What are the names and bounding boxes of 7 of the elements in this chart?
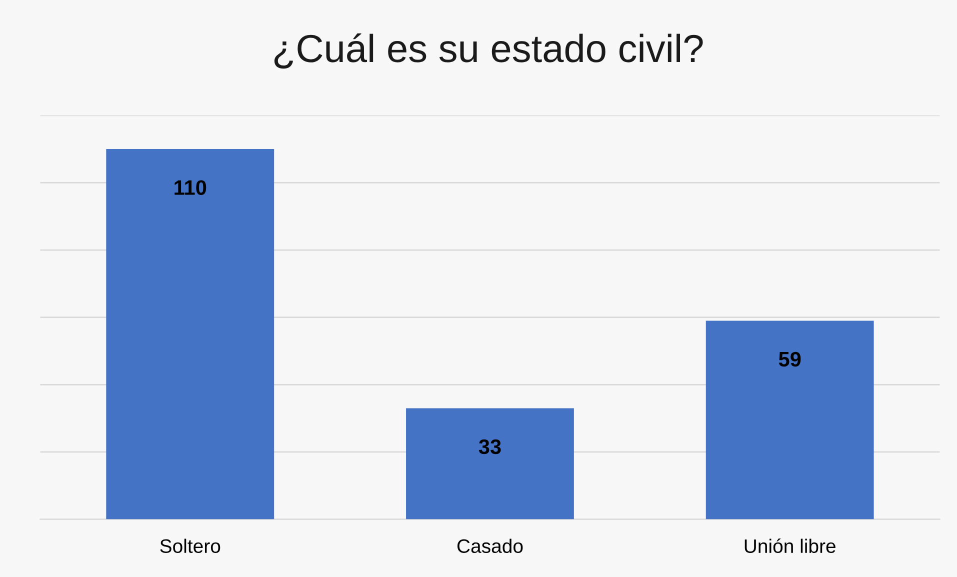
x-tick-label: Soltero: [160, 538, 220, 554]
x-tick-label: Casado: [457, 538, 523, 554]
data-label: 59: [778, 352, 801, 367]
x-tick-label: Unión libre: [744, 538, 836, 554]
data-label: 33: [478, 439, 501, 454]
chart-title: ¿Cuál es su estado civil?: [274, 33, 703, 69]
data-label: 110: [174, 180, 206, 195]
